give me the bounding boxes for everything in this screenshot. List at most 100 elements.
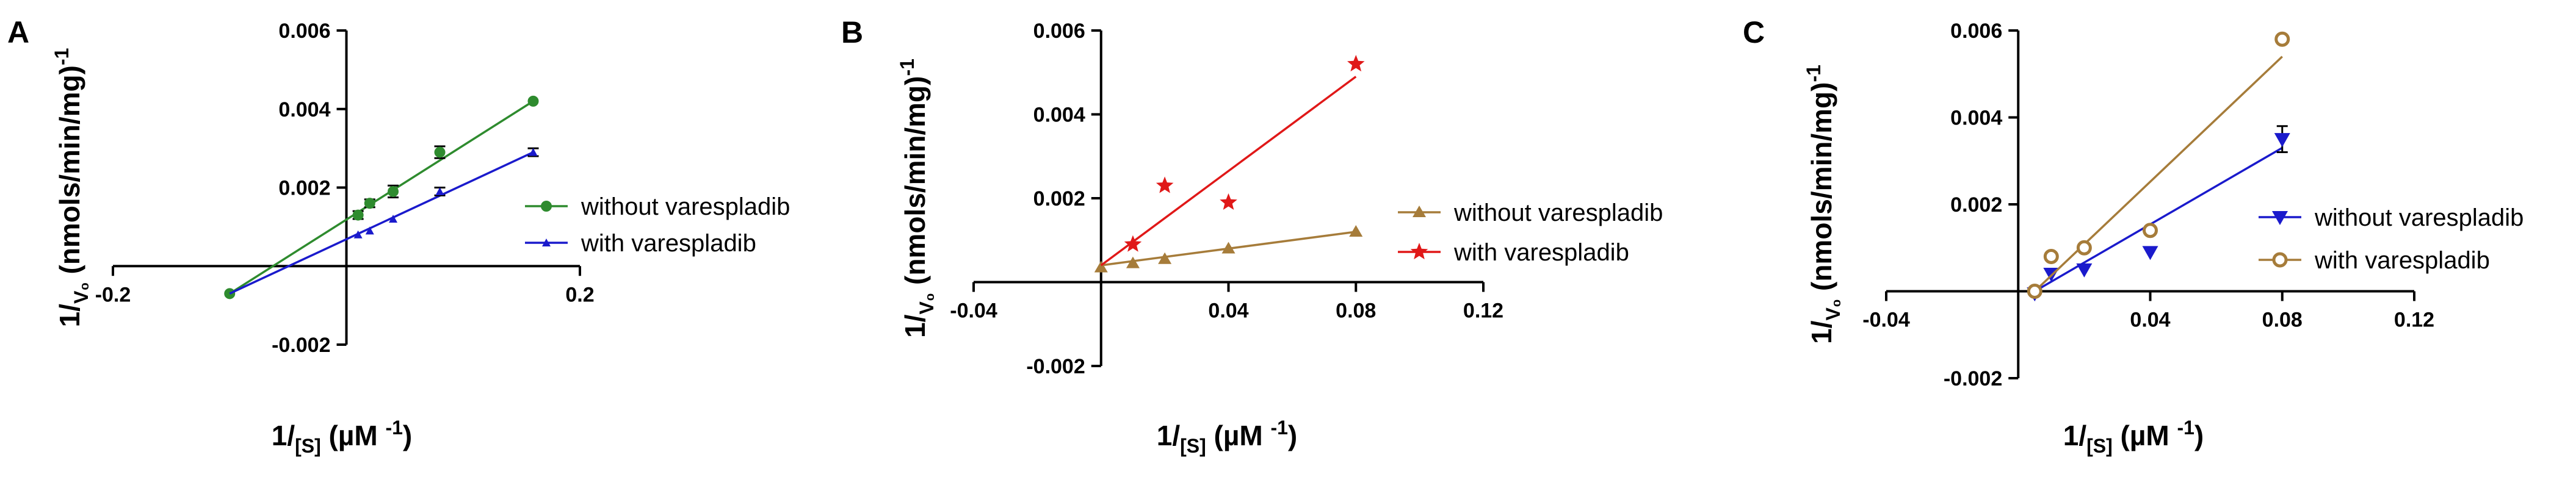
panel-c-y-tick-label: 0.006	[1950, 20, 2002, 43]
x-title-unit: (µM	[321, 420, 386, 451]
panel-a-x-axis-title: 1/[S] (µM -1)	[272, 417, 413, 457]
panel-a-data-point	[435, 187, 444, 195]
panel-b-x-tick-label: 0.04	[1208, 299, 1248, 323]
panel-b-data-point	[1126, 256, 1140, 268]
x-title-main: 1/	[272, 420, 295, 451]
panel-c-data-point	[2274, 133, 2290, 148]
panel-c-legend-marker	[2272, 252, 2288, 268]
panel-b-x-tick-label: -0.04	[950, 299, 997, 323]
panel-c-x-axis-title: 1/[S] (µM -1)	[2063, 417, 2204, 457]
panel-b-x-axis-title: 1/[S] (µM -1)	[1157, 417, 1298, 457]
panel-b: B -0.04 0.04 0.08 0.12 -0.002 0.002 0.004 0.006 w…	[841, 15, 1663, 457]
panel-c-x-tick-label: 0.04	[2130, 309, 2170, 332]
panel-a-data-point	[529, 148, 538, 156]
x-title-unit: (µM	[1206, 420, 1271, 451]
panel-c-fit-line	[2034, 56, 2283, 292]
panel-a-y-tick-label: -0.002	[272, 334, 330, 357]
y-title-sub: V₀	[1822, 299, 1844, 321]
y-title-sup: -1	[1803, 65, 1825, 82]
panel-c-legend-marker	[2272, 211, 2288, 225]
panel-c-x-tick-label: 0.12	[2394, 309, 2434, 332]
panel-b-x-tick-label: 0.12	[1463, 299, 1503, 323]
panel-b-x-tick-label: 0.08	[1336, 299, 1376, 323]
panel-a: A -0.2 0.2 -0.002 0.002 0.004 0.006 without var…	[7, 15, 790, 457]
panel-c-letter: C	[1743, 15, 1765, 49]
panel-b-y-tick-label: 0.004	[1033, 104, 1085, 127]
y-title-main: 1/	[1806, 320, 1837, 344]
panel-a-data-point	[353, 230, 363, 238]
panel-a-legend-marker	[542, 238, 551, 246]
panel-c-data-point	[2027, 284, 2042, 299]
panel-a-legend-label: without varespladib	[581, 193, 790, 220]
panel-c-y-tick-label: -0.002	[1944, 367, 2002, 390]
panel-b-data-point	[1158, 252, 1172, 264]
panel-a-fit-line	[229, 100, 534, 295]
x-title-close: )	[403, 420, 412, 451]
panel-b-data-point	[1124, 235, 1142, 252]
panel-c-data-point	[2142, 246, 2158, 260]
panel-b-legend-label: without varespladib	[1453, 199, 1663, 226]
panel-c-series-2	[2027, 31, 2290, 299]
panel-b-y-axis-title: 1/V₀ (nmols/min/mg)-1	[896, 59, 938, 338]
panel-b-series-2	[1100, 55, 1365, 267]
panel-c-data-point	[2076, 263, 2093, 278]
panel-b-data-point	[1156, 176, 1174, 193]
panel-b-legend-marker	[1413, 206, 1426, 217]
panel-b-legend-marker	[1410, 243, 1428, 260]
x-title-sub: [S]	[1180, 435, 1206, 457]
panel-c-data-point	[2043, 249, 2059, 264]
panel-a-x-tick-label: 0.2	[565, 283, 594, 306]
x-title-close: )	[1288, 420, 1297, 451]
x-title-main: 1/	[1157, 420, 1181, 451]
panel-b-fit-line	[1100, 76, 1357, 267]
panel-a-y-tick-label: 0.006	[278, 20, 330, 43]
panel-a-y-axis-title: 1/V₀ (nmols/min/mg)-1	[51, 48, 92, 328]
panel-a-data-point	[388, 185, 399, 197]
panel-a-data-point	[364, 198, 375, 209]
panel-b-y-tick-label: 0.002	[1033, 187, 1085, 210]
y-title-rest: (nmols/min/mg)	[1806, 82, 1837, 299]
panel-b-series-1	[1094, 225, 1363, 273]
y-title-sub: V₀	[916, 293, 938, 315]
x-title-unit: (µM	[2113, 420, 2177, 451]
panel-b-legend: without varespladib with varespladib	[1398, 199, 1663, 266]
panel-b-data-point	[1347, 55, 1365, 72]
panel-a-x-tick-label: -0.2	[95, 283, 131, 306]
panel-a-data-point	[352, 209, 364, 221]
x-title-sub: [S]	[2086, 435, 2113, 457]
y-title-sup: -1	[51, 48, 73, 65]
panel-c-data-point	[2274, 31, 2290, 47]
panel-b-y-tick-label: 0.006	[1033, 20, 1085, 43]
y-title-rest: (nmols/min/mg)	[54, 65, 85, 282]
panel-b-y-tick-label: -0.002	[1026, 355, 1085, 378]
panel-c-data-point	[2143, 223, 2158, 238]
panel-c-data-point	[2076, 240, 2092, 256]
y-title-main: 1/	[54, 304, 85, 328]
panel-b-data-point	[1220, 193, 1237, 210]
panel-a-fit-line	[229, 151, 534, 295]
panel-a-y-tick-label: 0.004	[278, 98, 330, 121]
x-title-sup: -1	[1270, 417, 1287, 439]
panel-a-series-2	[229, 147, 539, 295]
panel-c-y-tick-label: 0.004	[1950, 107, 2002, 130]
y-title-main: 1/	[899, 314, 931, 338]
x-title-close: )	[2194, 420, 2204, 451]
x-title-sup: -1	[385, 417, 402, 439]
panel-a-letter: A	[7, 15, 29, 49]
y-title-sup: -1	[896, 59, 918, 76]
y-title-sub: V₀	[70, 282, 92, 304]
panel-b-legend-label: with varespladib	[1453, 239, 1629, 266]
panel-a-legend-label: with varespladib	[581, 230, 756, 257]
panel-c-fit-line	[2034, 146, 2283, 293]
panel-a-data-point	[365, 226, 374, 235]
x-title-sup: -1	[2177, 417, 2194, 439]
panel-c: C -0.04 0.04 0.08 0.12 -0.002 0.002 0.004 0.006 w…	[1743, 15, 2524, 457]
panel-a-data-point	[389, 215, 397, 223]
panel-c-legend-label: with varespladib	[2314, 247, 2490, 274]
panel-a-legend-marker	[541, 201, 552, 212]
x-title-sub: [S]	[295, 435, 321, 457]
y-title-rest: (nmols/min/mg)	[899, 76, 931, 293]
panel-b-data-point	[1221, 242, 1236, 254]
panel-b-letter: B	[841, 15, 863, 49]
